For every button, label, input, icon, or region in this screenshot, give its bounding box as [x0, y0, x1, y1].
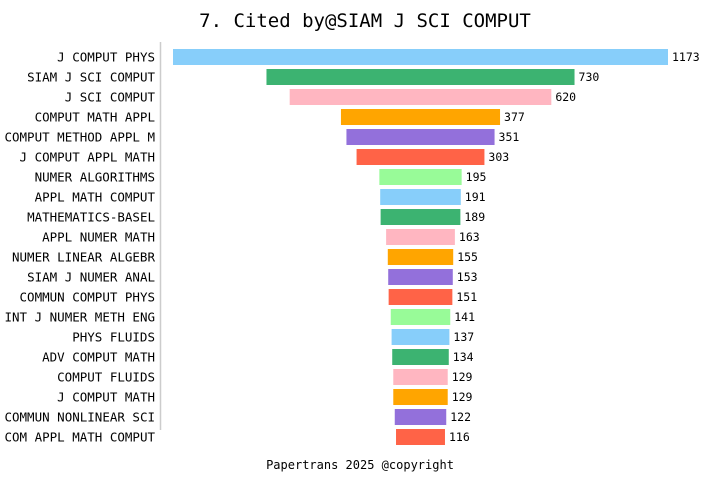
value-label: 620 — [555, 90, 576, 104]
category-label: SIAM J SCI COMPUT — [27, 70, 155, 85]
category-label: ADV COMPUT MATH — [42, 350, 155, 365]
bar — [346, 129, 495, 145]
category-label: COMMUN NONLINEAR SCI — [4, 410, 155, 425]
value-label: 137 — [453, 330, 474, 344]
value-label: 122 — [450, 410, 471, 424]
bar — [391, 329, 450, 345]
bar — [396, 429, 445, 445]
category-label: J COMPUT APPL MATH — [20, 150, 155, 165]
category-label: COMMUN COMPUT PHYS — [20, 290, 155, 305]
category-label: COMPUT METHOD APPL M — [4, 130, 155, 145]
bar — [394, 409, 447, 425]
value-label: 151 — [456, 290, 477, 304]
bar — [340, 109, 501, 125]
chart-title: 7. Cited by@SIAM J SCI COMPUT — [199, 10, 531, 32]
category-label: APPL MATH COMPUT — [35, 190, 156, 205]
category-label: COMPUT MATH APPL — [35, 110, 155, 125]
category-label: COMPUT FLUIDS — [57, 370, 155, 385]
bar — [388, 289, 453, 305]
value-label: 134 — [453, 350, 474, 364]
value-label: 153 — [457, 270, 478, 284]
value-label: 351 — [499, 130, 520, 144]
category-label: APPL NUMER MATH — [42, 230, 155, 245]
bar — [393, 369, 448, 385]
category-label: J COMPUT PHYS — [57, 50, 155, 65]
category-label: COM APPL MATH COMPUT — [4, 430, 155, 445]
category-label: J SCI COMPUT — [65, 90, 156, 105]
value-label: 163 — [459, 230, 480, 244]
value-label: 303 — [488, 150, 509, 164]
value-label: 377 — [504, 110, 525, 124]
bar — [289, 89, 552, 105]
bar — [392, 349, 449, 365]
value-label: 129 — [452, 390, 473, 404]
bar — [380, 189, 461, 205]
category-label: J COMPUT MATH — [57, 390, 155, 405]
category-label: NUMER LINEAR ALGEBR — [12, 250, 155, 265]
bar — [388, 269, 453, 285]
category-label: NUMER ALGORITHMS — [35, 170, 155, 185]
value-label: 195 — [466, 170, 487, 184]
value-label: 116 — [449, 430, 470, 444]
copyright-footer: Papertrans 2025 @copyright — [266, 458, 454, 472]
value-label: 189 — [464, 210, 485, 224]
bar — [173, 49, 668, 65]
value-label: 730 — [579, 70, 600, 84]
value-label: 141 — [454, 310, 475, 324]
bar — [379, 169, 462, 185]
bar — [386, 229, 455, 245]
category-label: INT J NUMER METH ENG — [4, 310, 155, 325]
bar — [356, 149, 485, 165]
value-label: 1173 — [672, 50, 700, 64]
bar — [266, 69, 575, 85]
bar — [390, 309, 451, 325]
bar — [393, 389, 448, 405]
value-label: 129 — [452, 370, 473, 384]
category-label: MATHEMATICS-BASEL — [27, 210, 155, 225]
value-label: 191 — [465, 190, 486, 204]
category-label: SIAM J NUMER ANAL — [27, 270, 155, 285]
bar — [380, 209, 461, 225]
value-label: 155 — [457, 250, 478, 264]
bar — [387, 249, 454, 265]
category-label: PHYS FLUIDS — [72, 330, 155, 345]
